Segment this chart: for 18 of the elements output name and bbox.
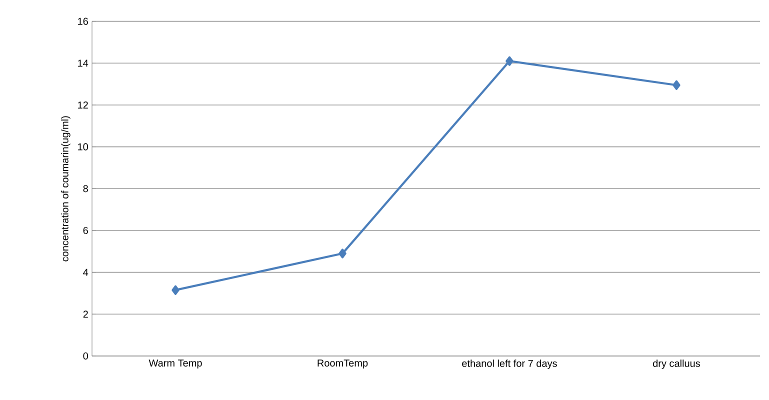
x-tick-label: Warm Temp bbox=[148, 360, 202, 369]
x-tick-label: ethanol left for 7 days bbox=[462, 360, 557, 369]
point bbox=[172, 285, 180, 295]
point bbox=[338, 248, 346, 258]
y-tick-label: 14 bbox=[78, 60, 88, 67]
y-tick-label: 0 bbox=[83, 352, 88, 360]
y-tick-label: 12 bbox=[78, 102, 88, 108]
point bbox=[506, 56, 514, 66]
y-tick-label: 6 bbox=[83, 226, 88, 234]
y-tick-label: 2 bbox=[83, 310, 88, 318]
y-tick-label: 8 bbox=[83, 185, 88, 192]
x-tick-label: dry calluus bbox=[653, 360, 700, 369]
y-tick-label: 10 bbox=[78, 143, 88, 150]
x-tick-label: RoomTemp bbox=[318, 360, 368, 369]
y-axis-title: concentration of coumarin(ug/ml) bbox=[61, 116, 70, 262]
y-tick-label: 16 bbox=[78, 18, 88, 25]
point bbox=[672, 80, 680, 90]
y-tick-label: 4 bbox=[83, 268, 88, 276]
